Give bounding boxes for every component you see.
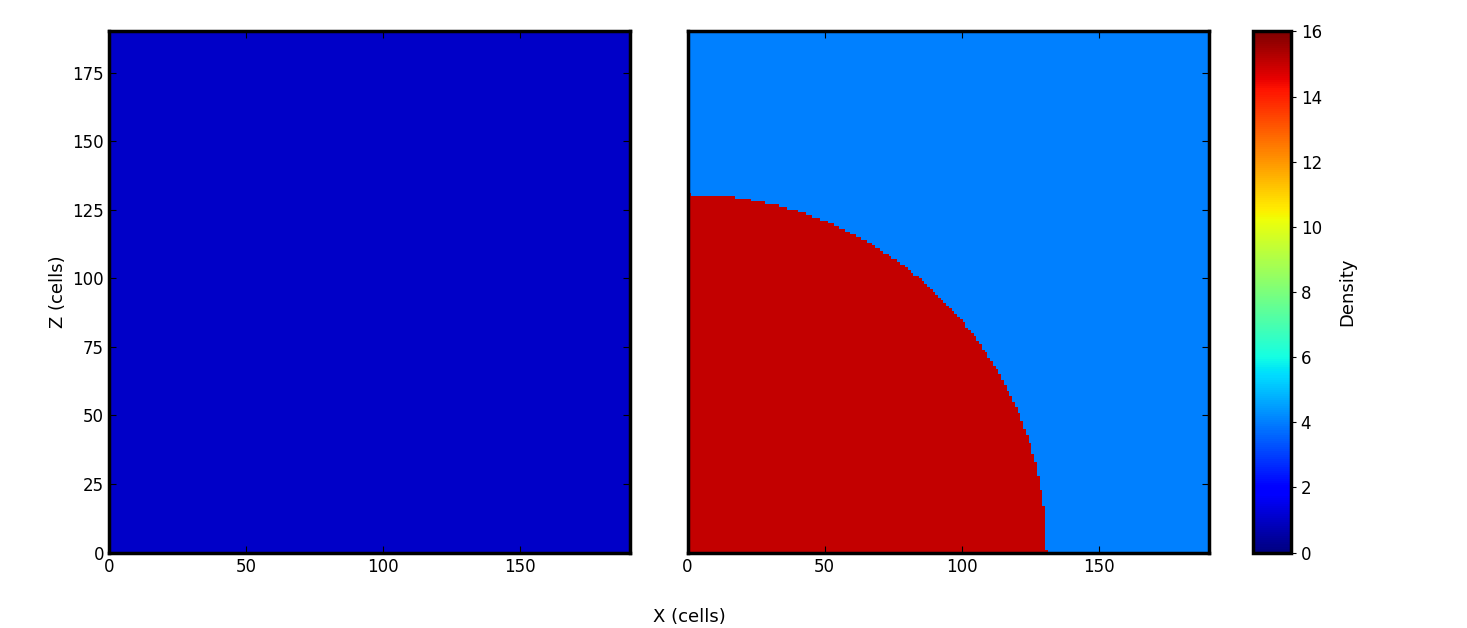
Y-axis label: Z (cells): Z (cells) — [48, 256, 66, 328]
Y-axis label: Density: Density — [1338, 257, 1357, 327]
Text: X (cells): X (cells) — [653, 608, 726, 625]
